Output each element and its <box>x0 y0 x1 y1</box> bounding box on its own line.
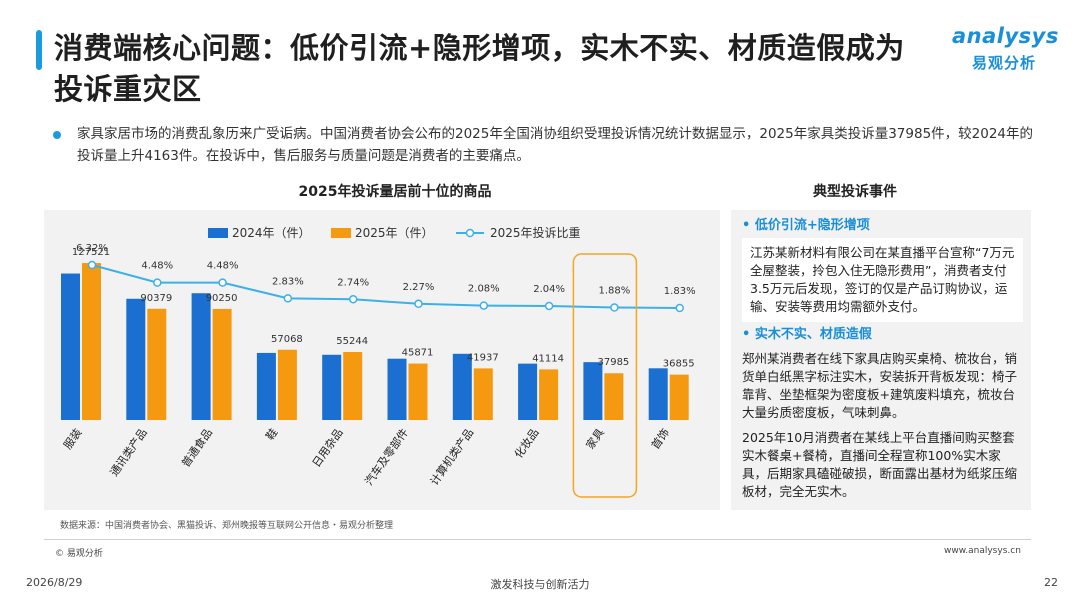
bar-2024 <box>126 298 146 420</box>
category-label: 普通食品 <box>178 426 215 470</box>
case-list: • 低价引流+隐形增项 江苏某新材料有限公司在某直播平台宣称“7万元全屋整装，拎… <box>742 216 1023 506</box>
bar-2024 <box>648 368 668 420</box>
ratio-label: 2.27% <box>403 282 435 293</box>
bar-2025 <box>604 373 624 420</box>
case-body-fake-wood-1: 郑州某消费者在线下家具店购买桌椅、梳妆台，销货单白纸黑字标注实木，安装拆开背板发… <box>742 351 1018 420</box>
legend-marker <box>465 228 475 238</box>
bar-2025 <box>343 352 363 420</box>
bar-2024 <box>583 362 603 420</box>
bar-2024 <box>256 352 276 420</box>
category-label: 服装 <box>61 426 84 451</box>
ratio-point <box>283 294 293 303</box>
website-url: www.analysys.cn <box>944 546 1021 556</box>
bar-2025 <box>82 263 101 420</box>
bar-2025 <box>277 349 297 420</box>
page-title: 消费端核心问题：低价引流+隐形增项，实木不实、材质造假成为投诉重灾区 <box>54 31 905 106</box>
bar-value-label: 127521 <box>72 247 110 258</box>
bar-2025 <box>473 368 493 420</box>
category-label: 化妆品 <box>511 426 541 461</box>
category-label: 首饰 <box>648 426 672 452</box>
ratio-point <box>414 299 423 309</box>
report-date: 2026/8/29 <box>26 576 83 589</box>
bar-2024 <box>518 363 538 420</box>
bar-value-label: 41937 <box>467 352 499 363</box>
bar-value-label: 37985 <box>597 357 629 368</box>
category-label: 鞋 <box>263 426 281 443</box>
complaints-chart: 2024年（件） 2025年（件） 2025年投诉比重 127521 服装 90379 通讯… <box>61 225 696 498</box>
bar-2024 <box>322 354 342 420</box>
analysys-logo: analysys 易观分析 <box>952 24 1062 74</box>
ratio-label: 2.08% <box>468 284 500 295</box>
ratio-point <box>348 295 358 304</box>
category-label: 汽车及零部件 <box>362 426 411 488</box>
category-label: 家具 <box>583 426 607 452</box>
bar-2024 <box>191 293 211 420</box>
page-number: 22 <box>1044 576 1058 589</box>
ratio-point <box>610 303 619 312</box>
case-heading-low-price: • 低价引流+隐形增项 <box>742 218 870 233</box>
bar-value-label: 90250 <box>206 293 238 304</box>
ratio-line <box>91 264 680 309</box>
bar-value-label: 55244 <box>336 336 368 347</box>
highlight-box-furniture <box>572 253 638 498</box>
chart-panel: 2024年（件） 2025年（件） 2025年投诉比重 127521 服装 90379 通讯… <box>44 210 720 510</box>
bar-2025 <box>539 369 559 420</box>
ratio-label: 4.48% <box>207 261 239 272</box>
bar-value-label: 90379 <box>140 293 172 304</box>
copyright: © 易观分析 <box>55 549 103 559</box>
ratio-point <box>544 301 554 311</box>
ratio-label: 6.32% <box>76 243 108 254</box>
bar-value-label: 36855 <box>663 359 695 370</box>
bar-2024 <box>387 358 407 420</box>
chart-title: 2025年投诉量居前十位的商品 <box>298 184 492 200</box>
bar-2025 <box>212 308 232 420</box>
bar-value-label: 41114 <box>532 353 564 364</box>
ratio-point <box>87 260 97 270</box>
ratio-label: 1.83% <box>664 286 696 297</box>
legend-swatch-1 <box>331 228 351 238</box>
bar-value-label: 45871 <box>402 348 434 359</box>
footer-divider <box>44 539 1031 540</box>
ratio-label: 1.88% <box>599 286 631 297</box>
legend-swatch-0 <box>208 228 228 238</box>
ratio-label: 2.74% <box>337 277 369 288</box>
ratio-label: 2.83% <box>272 276 304 287</box>
ratio-point <box>218 278 227 287</box>
ratio-label: 4.48% <box>141 261 173 272</box>
bar-2024 <box>452 353 472 420</box>
logo-wordmark: analysys <box>952 24 1059 48</box>
case-heading-fake-wood: • 实木不实、材质造假 <box>742 327 872 342</box>
case-body-fake-wood-2: 2025年10月消费者在某线上平台直播间购买整套实木餐桌+餐椅，直播间全程宣称1… <box>742 430 1018 499</box>
title-accent-bar <box>36 30 42 70</box>
data-source-note: 数据来源：中国消费者协会、黑猫投诉、郑州晚报等互联网公开信息・易观分析整理 <box>60 521 394 531</box>
bar-2025 <box>408 363 428 420</box>
ratio-point <box>479 301 489 310</box>
category-label: 日用杂品 <box>310 426 346 469</box>
ratio-point <box>153 278 162 287</box>
case-panel-title: 典型投诉事件 <box>813 184 897 200</box>
bar-2025 <box>147 308 167 420</box>
footer-slogan: 激发科技与创新活力 <box>490 578 590 591</box>
intro-paragraph: 家具家居市场的消费乱象历来广受诟病。中国消费者协会公布的2025年全国消协组织受… <box>77 126 1034 164</box>
bar-2024 <box>61 273 80 420</box>
legend-label-2: 2025年投诉比重 <box>490 225 581 240</box>
bar-2025 <box>669 374 689 420</box>
logo-subtitle: 易观分析 <box>972 54 1037 72</box>
category-label: 通讯类产品 <box>107 426 150 479</box>
bar-value-label: 57068 <box>271 334 303 345</box>
legend-label-0: 2024年（件） <box>232 226 311 240</box>
ratio-point <box>675 303 684 313</box>
ratio-label: 2.04% <box>533 284 565 295</box>
legend-label-1: 2025年（件） <box>355 226 434 240</box>
bullet-dot-icon <box>53 131 61 139</box>
category-label: 计算机类产品 <box>427 426 476 488</box>
case-body-low-price: 江苏某新材料有限公司在某直播平台宣称“7万元全屋整装，拎包入住无隐形费用”，消费… <box>742 238 1023 322</box>
